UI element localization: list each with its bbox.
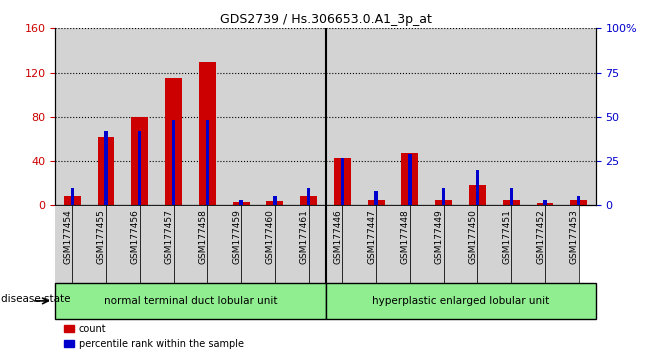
- Bar: [98, 137, 115, 205]
- Text: GSM177455: GSM177455: [97, 209, 106, 264]
- Text: GSM177459: GSM177459: [232, 209, 241, 264]
- Bar: [157, 28, 191, 205]
- Bar: [577, 196, 581, 205]
- Text: GSM177448: GSM177448: [401, 209, 410, 264]
- Bar: [174, 205, 207, 283]
- Bar: [70, 188, 74, 205]
- Bar: [224, 28, 258, 205]
- Bar: [408, 154, 411, 205]
- Bar: [309, 205, 342, 283]
- Bar: [292, 28, 326, 205]
- Bar: [275, 205, 309, 283]
- Bar: [123, 28, 157, 205]
- Bar: [191, 28, 224, 205]
- Bar: [104, 131, 107, 205]
- Bar: [72, 205, 106, 283]
- Bar: [340, 158, 344, 205]
- Bar: [444, 205, 477, 283]
- Text: GSM177452: GSM177452: [536, 209, 545, 264]
- Bar: [55, 28, 89, 205]
- Bar: [528, 28, 562, 205]
- Bar: [64, 196, 81, 205]
- Bar: [140, 205, 174, 283]
- Bar: [442, 188, 445, 205]
- Bar: [469, 185, 486, 205]
- Text: GSM177449: GSM177449: [435, 209, 444, 264]
- Bar: [241, 205, 275, 283]
- Text: GSM177456: GSM177456: [131, 209, 140, 264]
- Text: GSM177453: GSM177453: [570, 209, 579, 264]
- Bar: [258, 28, 292, 205]
- Text: normal terminal duct lobular unit: normal terminal duct lobular unit: [104, 296, 277, 306]
- Bar: [165, 78, 182, 205]
- Text: GSM177457: GSM177457: [165, 209, 174, 264]
- Text: GSM177451: GSM177451: [502, 209, 511, 264]
- Bar: [545, 205, 579, 283]
- Bar: [477, 205, 511, 283]
- Bar: [374, 191, 378, 205]
- Bar: [334, 158, 351, 205]
- Text: GSM177461: GSM177461: [299, 209, 309, 264]
- Bar: [503, 200, 519, 205]
- FancyBboxPatch shape: [326, 283, 596, 319]
- Bar: [570, 200, 587, 205]
- Bar: [376, 205, 410, 283]
- Bar: [199, 62, 215, 205]
- Bar: [232, 202, 249, 205]
- Bar: [307, 188, 311, 205]
- Text: disease state: disease state: [1, 294, 70, 304]
- Bar: [326, 28, 359, 205]
- Bar: [138, 131, 141, 205]
- FancyBboxPatch shape: [55, 283, 325, 319]
- Bar: [206, 120, 209, 205]
- Bar: [410, 205, 444, 283]
- Bar: [106, 205, 140, 283]
- Text: GSM177450: GSM177450: [469, 209, 477, 264]
- Bar: [536, 203, 553, 205]
- Bar: [544, 200, 547, 205]
- Bar: [240, 200, 243, 205]
- Bar: [359, 28, 393, 205]
- Bar: [273, 196, 277, 205]
- Bar: [266, 201, 283, 205]
- Bar: [562, 28, 596, 205]
- Text: GSM177447: GSM177447: [367, 209, 376, 264]
- Bar: [172, 120, 175, 205]
- Bar: [511, 205, 545, 283]
- Bar: [494, 28, 528, 205]
- Bar: [300, 196, 317, 205]
- Bar: [427, 28, 461, 205]
- Bar: [38, 205, 72, 283]
- Text: GSM177454: GSM177454: [63, 209, 72, 264]
- Bar: [89, 28, 123, 205]
- Bar: [393, 28, 427, 205]
- Bar: [510, 188, 513, 205]
- Title: GDS2739 / Hs.306653.0.A1_3p_at: GDS2739 / Hs.306653.0.A1_3p_at: [219, 13, 432, 26]
- Legend: count, percentile rank within the sample: count, percentile rank within the sample: [60, 320, 247, 353]
- Text: GSM177460: GSM177460: [266, 209, 275, 264]
- Bar: [476, 170, 479, 205]
- Bar: [368, 200, 385, 205]
- Bar: [436, 200, 452, 205]
- Bar: [461, 28, 494, 205]
- Text: GSM177458: GSM177458: [199, 209, 207, 264]
- Text: GSM177446: GSM177446: [333, 209, 342, 264]
- Text: hyperplastic enlarged lobular unit: hyperplastic enlarged lobular unit: [372, 296, 549, 306]
- Bar: [207, 205, 241, 283]
- Bar: [132, 117, 148, 205]
- Bar: [342, 205, 376, 283]
- Bar: [402, 153, 419, 205]
